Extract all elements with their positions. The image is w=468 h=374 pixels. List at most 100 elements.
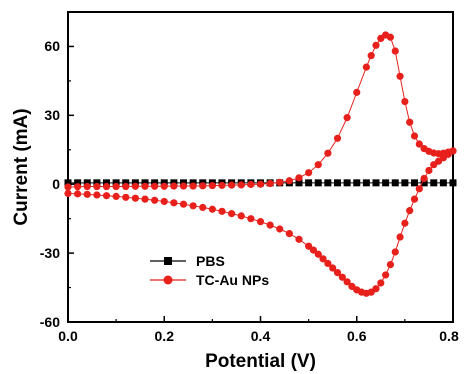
series-tc-au-nps (64, 31, 457, 297)
data-point (324, 149, 332, 157)
data-point (295, 235, 303, 243)
data-point (348, 282, 356, 291)
y-tick-label: 0 (52, 176, 60, 192)
data-point (160, 197, 168, 206)
data-point (372, 179, 380, 187)
data-point (386, 33, 395, 41)
data-point (112, 179, 120, 187)
data-point (396, 72, 404, 80)
data-point (406, 118, 414, 126)
x-tick-label: 0.0 (58, 328, 78, 344)
data-point (334, 179, 341, 187)
data-point (420, 179, 428, 187)
y-tick-label: 60 (44, 38, 60, 54)
data-point (247, 180, 255, 189)
x-tick-label: 0.8 (439, 328, 459, 344)
data-point (333, 269, 342, 277)
data-point (64, 179, 72, 187)
data-point (324, 179, 332, 187)
data-point (102, 182, 111, 191)
y-tick-label: -60 (40, 314, 60, 330)
data-point (276, 178, 284, 186)
data-point (410, 132, 419, 140)
data-point (430, 179, 438, 187)
data-point (309, 246, 318, 254)
data-point (362, 179, 370, 187)
data-point (314, 179, 322, 187)
data-point (430, 161, 438, 169)
data-point (237, 212, 245, 220)
data-point (83, 179, 91, 187)
data-point (314, 250, 322, 258)
data-point (319, 255, 327, 263)
data-point (401, 179, 409, 187)
data-point (74, 179, 82, 187)
data-point (439, 179, 447, 187)
data-point (131, 194, 139, 202)
legend-marker-pbs (164, 257, 172, 265)
data-point (141, 195, 149, 203)
data-point (93, 182, 101, 191)
data-point (256, 180, 265, 188)
data-point (64, 189, 72, 198)
data-point (237, 181, 245, 189)
data-point (425, 166, 433, 175)
x-tick-label: 0.6 (347, 328, 367, 344)
data-point (266, 221, 274, 229)
data-point (411, 179, 418, 187)
data-point (141, 182, 149, 190)
data-point (415, 140, 423, 148)
data-point (276, 225, 284, 233)
data-point (208, 182, 216, 190)
data-point (93, 191, 101, 199)
data-point (406, 207, 414, 215)
data-point (415, 185, 423, 193)
data-point (218, 181, 226, 189)
data-point (285, 229, 293, 238)
data-point (305, 242, 313, 250)
data-point (343, 114, 351, 122)
data-point (256, 218, 265, 226)
y-tick-labels: -60 -30 0 30 60 (40, 38, 60, 330)
legend: PBS TC-Au NPs (150, 253, 269, 288)
data-point (74, 190, 82, 198)
data-point (353, 88, 361, 96)
data-point (338, 273, 346, 281)
data-point (449, 179, 457, 187)
data-point (410, 195, 419, 203)
data-point (170, 199, 178, 207)
data-point (122, 193, 130, 201)
data-point (401, 97, 409, 106)
data-point (382, 179, 390, 187)
x-tick-label: 0.2 (155, 328, 175, 344)
y-tick-label: 30 (44, 107, 60, 123)
data-point (189, 202, 197, 210)
data-point (170, 182, 178, 190)
y-tick-label: -30 (40, 245, 60, 261)
data-point (179, 182, 188, 190)
data-point (83, 182, 91, 191)
data-point (391, 47, 399, 55)
data-point (343, 278, 351, 286)
data-point (74, 183, 82, 191)
data-point (391, 248, 399, 256)
data-point (295, 174, 303, 182)
data-point (362, 63, 370, 71)
data-point (343, 179, 351, 187)
data-point (64, 183, 72, 191)
data-point (247, 215, 255, 223)
data-point (122, 182, 130, 191)
data-point (228, 181, 236, 189)
x-tick-labels: 0.0 0.2 0.4 0.6 0.8 (58, 328, 459, 344)
data-point (103, 179, 110, 187)
data-point (391, 179, 399, 187)
data-point (266, 179, 274, 188)
data-point (131, 182, 139, 190)
data-point (102, 192, 111, 200)
x-tick-label: 0.4 (251, 328, 271, 344)
data-point (420, 174, 428, 183)
data-point (396, 233, 404, 241)
data-point (377, 279, 385, 287)
data-point (179, 200, 188, 208)
